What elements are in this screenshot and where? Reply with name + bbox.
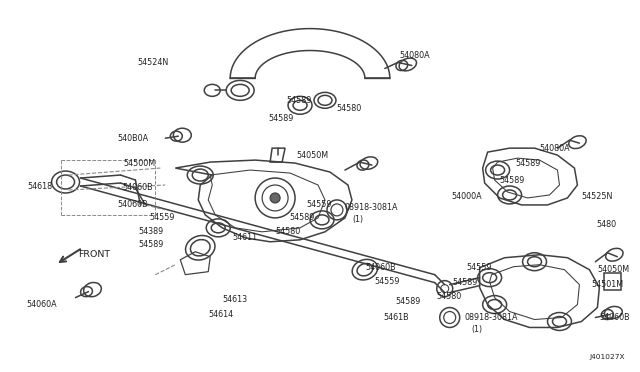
Text: 54589: 54589 bbox=[500, 176, 525, 185]
Text: 54501M: 54501M bbox=[591, 280, 623, 289]
Text: 54060B: 54060B bbox=[600, 313, 630, 322]
Text: 54559: 54559 bbox=[466, 263, 492, 272]
Text: 08918-3081A: 08918-3081A bbox=[465, 313, 518, 322]
Text: 54589: 54589 bbox=[138, 240, 163, 249]
Text: 5480: 5480 bbox=[596, 220, 616, 230]
Text: 54060B: 54060B bbox=[365, 263, 396, 272]
Text: (1): (1) bbox=[472, 325, 483, 334]
Text: 54559: 54559 bbox=[306, 201, 332, 209]
Text: 54060B: 54060B bbox=[118, 201, 148, 209]
Text: 54060A: 54060A bbox=[26, 300, 56, 309]
Text: 540B0A: 540B0A bbox=[117, 134, 148, 143]
Text: 54613: 54613 bbox=[222, 295, 247, 304]
Text: 54050M: 54050M bbox=[597, 265, 630, 274]
Text: 54050M: 54050M bbox=[296, 151, 328, 160]
Circle shape bbox=[270, 193, 280, 203]
Text: 54500M: 54500M bbox=[124, 158, 156, 167]
Text: (1): (1) bbox=[352, 215, 363, 224]
Text: 54525N: 54525N bbox=[581, 192, 613, 202]
Text: 54589: 54589 bbox=[268, 114, 294, 123]
Text: 54524N: 54524N bbox=[137, 58, 168, 67]
Text: 54589: 54589 bbox=[452, 278, 477, 287]
Text: FRONT: FRONT bbox=[79, 250, 111, 259]
Text: J401027X: J401027X bbox=[589, 355, 625, 360]
Text: 54589: 54589 bbox=[289, 214, 314, 222]
Text: 54589: 54589 bbox=[396, 297, 421, 306]
Text: 54580: 54580 bbox=[436, 292, 461, 301]
Text: 54559: 54559 bbox=[374, 277, 399, 286]
Text: 54589: 54589 bbox=[516, 158, 541, 167]
Text: 08918-3081A: 08918-3081A bbox=[345, 203, 399, 212]
Text: 54000A: 54000A bbox=[451, 192, 482, 202]
Text: 54389: 54389 bbox=[138, 227, 163, 236]
Text: 54080A: 54080A bbox=[400, 51, 431, 60]
Text: 54611: 54611 bbox=[232, 233, 257, 242]
Text: 54618: 54618 bbox=[28, 183, 52, 192]
Text: 54580: 54580 bbox=[275, 227, 300, 236]
Text: 54614: 54614 bbox=[208, 310, 234, 319]
Text: 54589: 54589 bbox=[286, 96, 312, 105]
Text: 5461B: 5461B bbox=[384, 313, 410, 322]
Text: 54559: 54559 bbox=[150, 214, 175, 222]
Text: 54060B: 54060B bbox=[123, 183, 154, 192]
Text: 54080A: 54080A bbox=[540, 144, 570, 153]
Text: 54580: 54580 bbox=[336, 104, 361, 113]
